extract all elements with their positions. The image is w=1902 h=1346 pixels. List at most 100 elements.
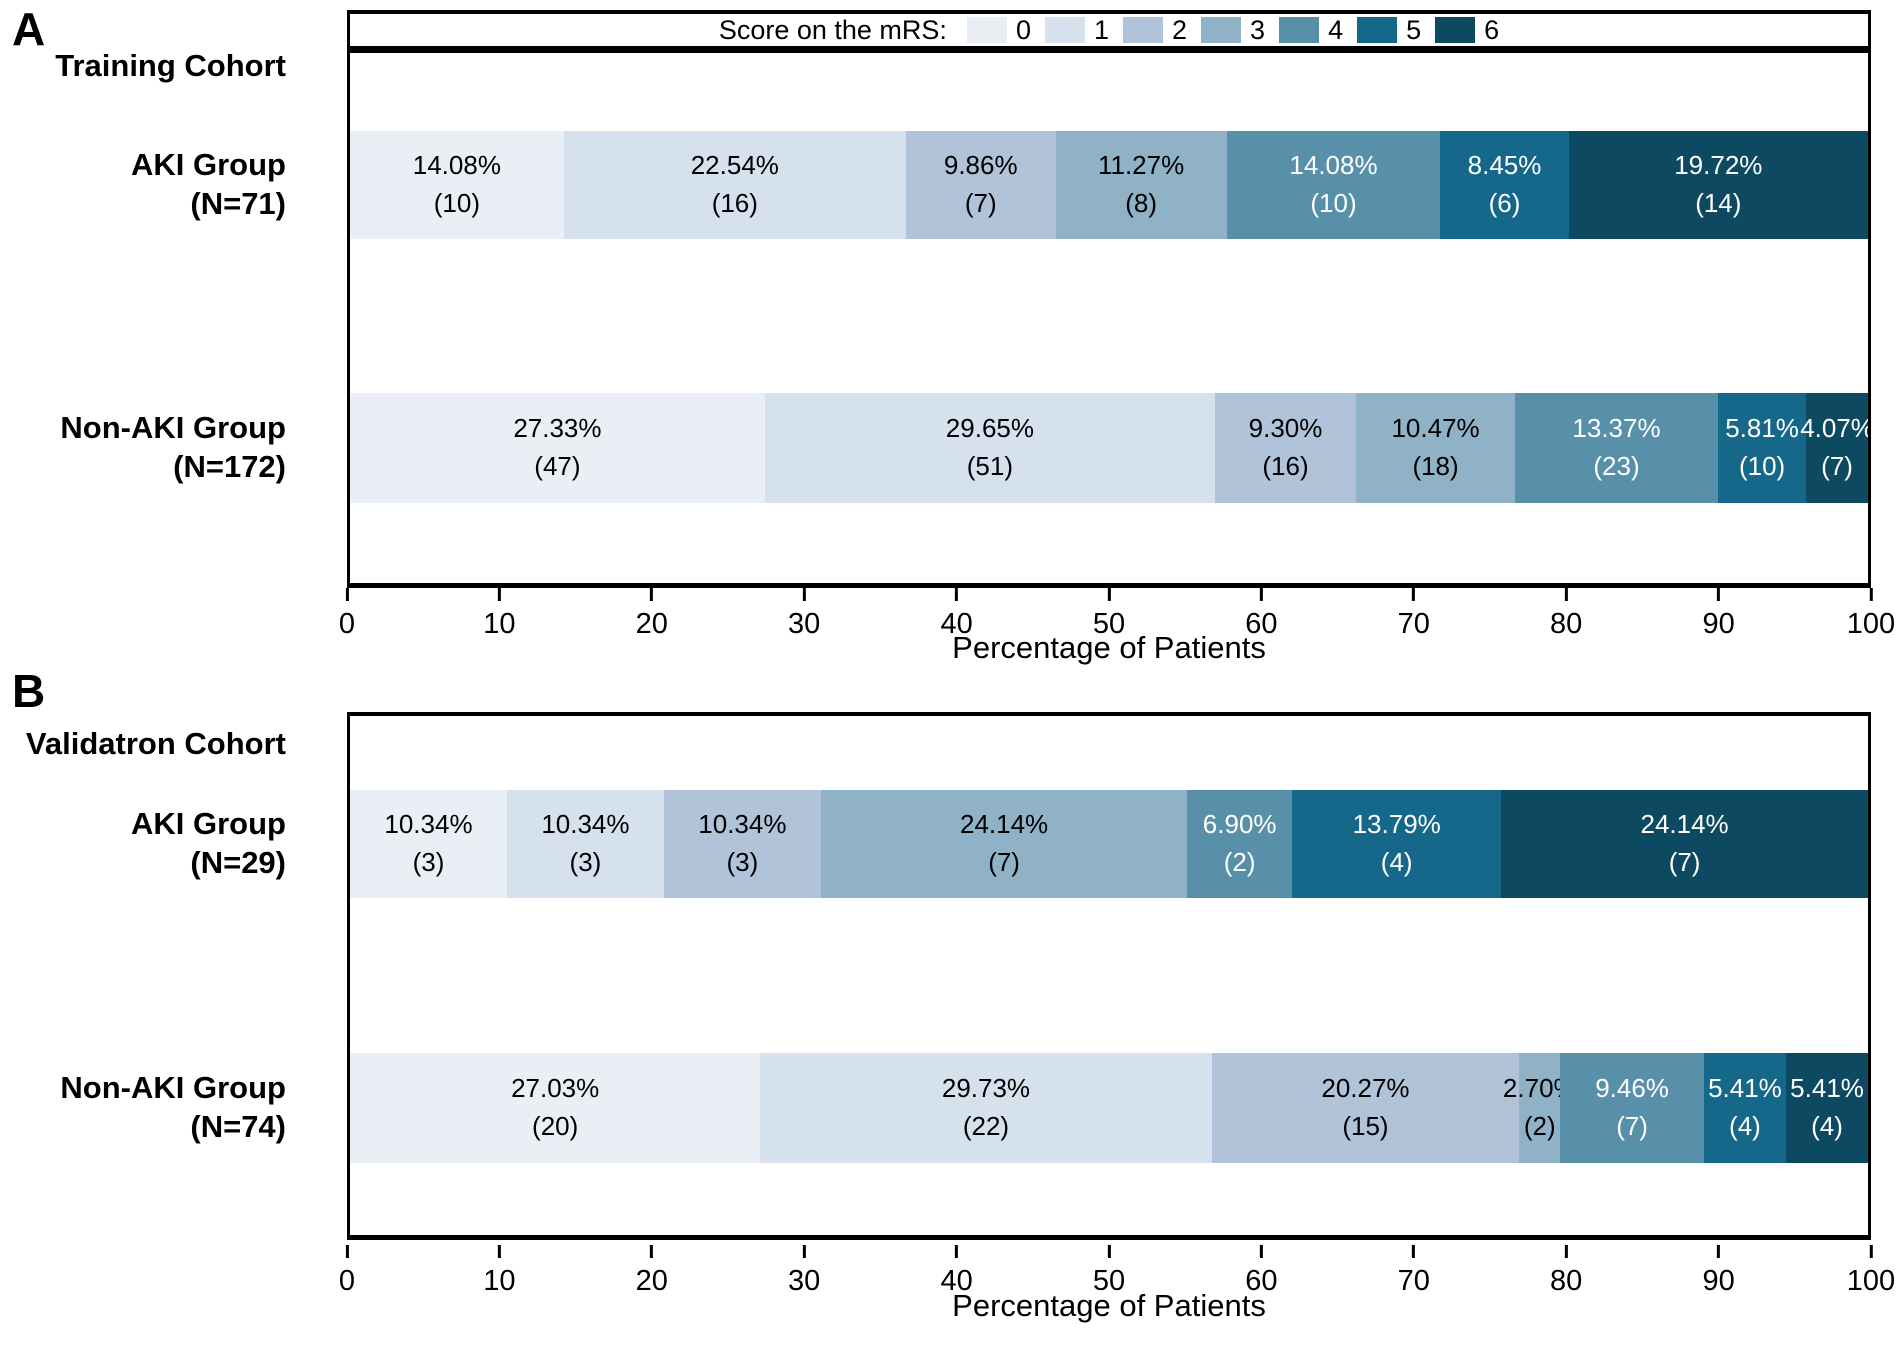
tick-label: 70 — [1397, 608, 1430, 640]
x-tick-10: 10 — [483, 588, 516, 641]
segment-count-label: (7) — [1821, 451, 1853, 481]
segment-percent-label: 5.41% — [1708, 1073, 1782, 1104]
segment-percent-label: 11.27% — [1097, 150, 1185, 181]
x-tick-0: 0 — [339, 1245, 355, 1298]
group-name: Non-AKI Group — [60, 1070, 286, 1106]
x-tick-60: 60 — [1245, 588, 1278, 641]
tick-label: 30 — [788, 1265, 821, 1297]
segment-count-label: (14) — [1695, 188, 1742, 218]
legend-score-label: 4 — [1328, 14, 1344, 45]
bar-segment-mrs-3: 2.70% (2) — [1503, 1053, 1577, 1163]
legend-swatch — [1435, 17, 1476, 43]
segment-count-label: (7) — [1668, 847, 1701, 877]
x-tick-80: 80 — [1550, 588, 1582, 641]
segment-percent-label: 19.72% — [1674, 150, 1763, 181]
group-label-validation-nonaki: Non-AKI Group (N=74) — [0, 1053, 286, 1163]
panel-b-letter: B — [12, 665, 46, 717]
segment-percent-label: 20.27% — [1321, 1073, 1410, 1104]
x-tick-20: 20 — [636, 588, 668, 641]
tick-mark — [1869, 1245, 1873, 1258]
tick-label: 0 — [338, 1265, 356, 1297]
legend-item-mrs-0: 0 — [966, 14, 1031, 46]
bar-segment-mrs-0: 27.33% (47) — [350, 393, 765, 503]
legend-swatch — [1279, 17, 1320, 43]
segment-count-label: (16) — [711, 188, 758, 218]
group-name: Non-AKI Group — [60, 410, 286, 446]
bar-segment-mrs-2: 9.30% (16) — [1214, 393, 1357, 503]
segment-count-label: (22) — [962, 1111, 1010, 1141]
bar-segment-mrs-1: 10.34% (3) — [506, 790, 664, 898]
segment-percent-label: 24.14% — [1640, 809, 1729, 840]
segment-count-label: (2) — [1223, 847, 1256, 877]
tick-label: 70 — [1397, 1265, 1430, 1297]
bar-segment-mrs-6: 19.72% (14) — [1568, 131, 1868, 239]
x-tick-80: 80 — [1550, 1245, 1582, 1298]
bar-segment-mrs-0: 27.03% (20) — [350, 1053, 761, 1163]
segment-percent-label: 10.34% — [541, 809, 630, 840]
legend-item-mrs-1: 1 — [1044, 15, 1109, 46]
legend-score-label: 0 — [1015, 14, 1031, 45]
tick-label: 100 — [1846, 608, 1896, 640]
segment-percent-label: 22.54% — [690, 150, 779, 181]
segment-percent-label: 27.03% — [511, 1073, 600, 1104]
segment-count-label: (8) — [1125, 188, 1157, 218]
bar-segment-mrs-1: 22.54% (16) — [563, 131, 906, 239]
bar-segment-mrs-1: 29.73% (22) — [760, 1053, 1212, 1163]
bar-segment-mrs-3: 24.14% (7) — [820, 790, 1188, 898]
segment-percent-label: 9.30% — [1248, 413, 1323, 444]
segment-percent-label: 5.81% — [1725, 413, 1799, 444]
tick-mark — [1412, 1245, 1416, 1258]
group-label-validation-aki: AKI Group (N=29) — [0, 790, 286, 898]
segment-percent-label: 13.79% — [1352, 809, 1441, 840]
legend-item-mrs-5: 5 — [1357, 15, 1421, 46]
tick-label: 10 — [483, 608, 516, 640]
legend-score-label: 3 — [1250, 14, 1266, 45]
x-tick-0: 0 — [339, 588, 355, 641]
segment-count-label: (10) — [433, 188, 480, 218]
tick-mark — [1564, 588, 1568, 601]
x-tick-40: 40 — [940, 1245, 973, 1298]
bar-segment-mrs-6: 4.07% (7) — [1800, 393, 1868, 503]
tick-mark — [497, 1245, 501, 1258]
segment-percent-label: 24.14% — [959, 809, 1049, 840]
segment-count-label: (10) — [1310, 188, 1357, 218]
segment-count-label: (20) — [532, 1111, 579, 1141]
x-tick-70: 70 — [1398, 1245, 1430, 1298]
bar-segment-mrs-1: 29.65% (51) — [764, 393, 1215, 503]
x-tick-90: 90 — [1702, 1245, 1735, 1298]
group-label-training-aki: AKI Group (N=71) — [0, 131, 286, 239]
segment-count-label: (3) — [726, 847, 759, 877]
segment-percent-label: 14.08% — [412, 150, 501, 181]
bar-segment-mrs-5: 5.41% (4) — [1703, 1053, 1786, 1163]
bar-segment-mrs-6: 5.41% (4) — [1785, 1053, 1868, 1163]
segment-count-label: (6) — [1488, 188, 1521, 218]
segment-percent-label: 6.90% — [1202, 809, 1277, 840]
segment-percent-label: 29.65% — [945, 413, 1034, 444]
segment-count-label: (7) — [964, 188, 997, 218]
segment-count-label: (18) — [1412, 451, 1459, 481]
group-name: AKI Group — [131, 147, 286, 183]
x-tick-30: 30 — [788, 1245, 820, 1298]
tick-label: 90 — [1702, 1265, 1735, 1297]
tick-mark — [1412, 588, 1416, 601]
group-label-training-nonaki: Non-AKI Group (N=172) — [0, 393, 286, 503]
x-tick-50: 50 — [1093, 1245, 1125, 1298]
tick-mark — [345, 588, 349, 601]
bar-segment-mrs-0: 10.34% (3) — [350, 790, 507, 898]
legend-swatch — [1123, 17, 1163, 43]
legend-score-label: 6 — [1484, 14, 1500, 45]
x-tick-60: 60 — [1245, 1245, 1278, 1298]
tick-mark — [1259, 1245, 1263, 1258]
tick-mark — [345, 1245, 349, 1258]
panel-a-cohort-title: Training Cohort — [55, 48, 286, 83]
group-name: AKI Group — [131, 806, 286, 842]
group-n: (N=71) — [190, 186, 286, 221]
x-tick-20: 20 — [636, 1245, 668, 1298]
tick-mark — [650, 588, 654, 601]
group-n: (N=29) — [190, 845, 286, 880]
bar-segment-mrs-4: 9.46% (7) — [1560, 1053, 1704, 1163]
segment-percent-label: 29.73% — [941, 1073, 1031, 1104]
tick-mark — [1717, 1245, 1721, 1258]
segment-percent-label: 9.86% — [943, 150, 1018, 181]
legend-score-label: 2 — [1172, 14, 1188, 45]
